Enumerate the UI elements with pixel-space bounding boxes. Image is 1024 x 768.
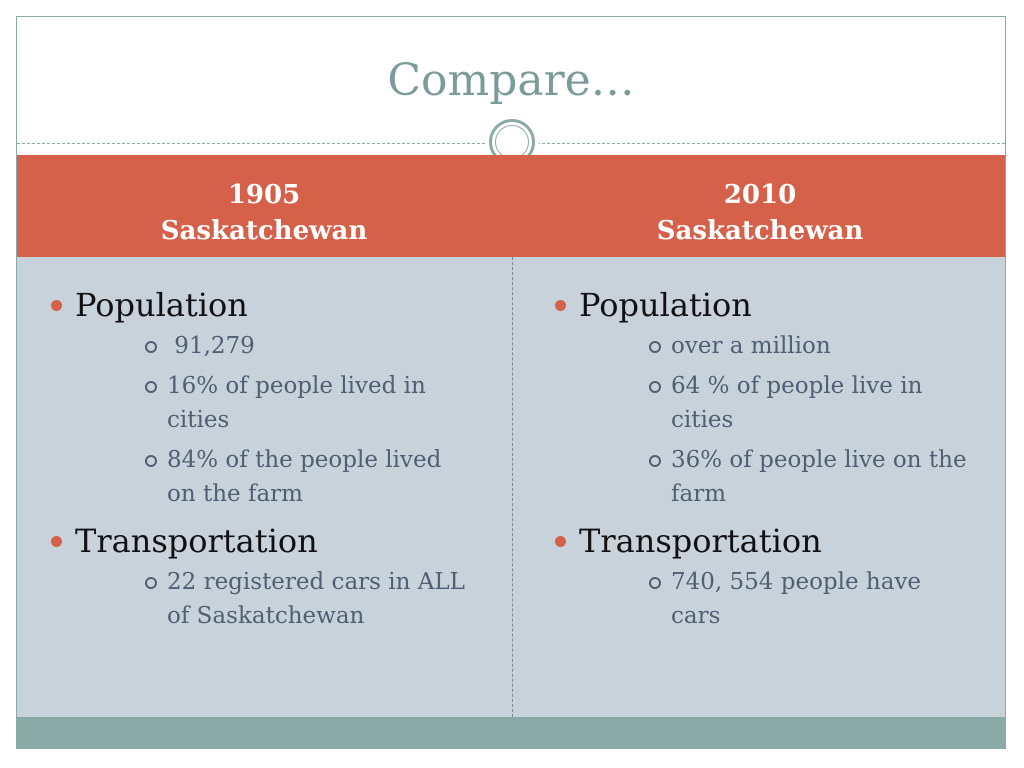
sub-bullet: 16% of people lived in cities (145, 369, 467, 437)
sub-bullet-text: 91,279 (167, 333, 255, 359)
sub-bullet-text: 16% of people lived in cities (167, 373, 426, 433)
bullet-dot-icon (51, 300, 62, 311)
bullet-ring-icon (145, 577, 157, 589)
section-label: Transportation (75, 522, 318, 560)
sub-bullet-text: 740, 554 people have cars (671, 569, 922, 629)
section-label: Population (579, 286, 752, 324)
bullet-dot-icon (555, 300, 566, 311)
column-header-band: 1905 Saskatchewan 2010 Saskatchewan (17, 155, 1005, 257)
column-divider (512, 257, 513, 717)
footer-band (17, 717, 1005, 748)
bullet-ring-icon (145, 381, 157, 393)
sub-list: 91,279 16% of people lived in cities 84%… (45, 329, 505, 511)
bullet-ring-icon (649, 341, 661, 353)
column-heading-year: 1905 (227, 180, 301, 210)
sub-bullet-text: 84% of the people lived on the farm (167, 447, 442, 507)
sub-bullet-text: over a million (671, 333, 831, 359)
section-bullet: Population (45, 285, 505, 325)
bullet-ring-icon (145, 455, 157, 467)
sub-bullet: 36% of people live on the farm (649, 443, 971, 511)
column-heading-place: Saskatchewan (656, 216, 864, 246)
sub-bullet-text: 36% of people live on the farm (671, 447, 967, 507)
sub-bullet-text: 64 % of people live in cities (671, 373, 923, 433)
comparison-body: Population 91,279 16% of people lived in… (17, 257, 1005, 717)
bullet-ring-icon (649, 381, 661, 393)
sub-list: 740, 554 people have cars (549, 565, 1005, 633)
sub-list: 22 registered cars in ALL of Saskatchewa… (45, 565, 505, 633)
sub-bullet: 740, 554 people have cars (649, 565, 971, 633)
column-heading-left: 1905 Saskatchewan (17, 177, 511, 249)
column-left: Population 91,279 16% of people lived in… (45, 285, 505, 643)
column-heading-place: Saskatchewan (160, 216, 368, 246)
section-bullet: Transportation (549, 521, 1005, 561)
section-bullet: Population (549, 285, 1005, 325)
bullet-ring-icon (145, 341, 157, 353)
bullet-dot-icon (51, 536, 62, 547)
section-label: Transportation (579, 522, 822, 560)
slide-title: Compare… (387, 55, 635, 106)
section-label: Population (75, 286, 248, 324)
sub-bullet: over a million (649, 329, 971, 363)
section-bullet: Transportation (45, 521, 505, 561)
sub-bullet: 22 registered cars in ALL of Saskatchewa… (145, 565, 467, 633)
column-heading-right: 2010 Saskatchewan (513, 177, 1005, 249)
sub-bullet: 64 % of people live in cities (649, 369, 971, 437)
divider-circle-inner-icon (495, 125, 529, 159)
sub-bullet: 91,279 (145, 329, 467, 363)
bullet-dot-icon (555, 536, 566, 547)
bullet-ring-icon (649, 455, 661, 467)
column-right: Population over a million 64 % of people… (549, 285, 1005, 643)
sub-list: over a million 64 % of people live in ci… (549, 329, 1005, 511)
slide: Compare… 1905 Saskatchewan 2010 Saskatch… (16, 16, 1006, 749)
sub-bullet: 84% of the people lived on the farm (145, 443, 467, 511)
column-heading-year: 2010 (723, 180, 797, 210)
bullet-ring-icon (649, 577, 661, 589)
sub-bullet-text: 22 registered cars in ALL of Saskatchewa… (167, 569, 465, 629)
